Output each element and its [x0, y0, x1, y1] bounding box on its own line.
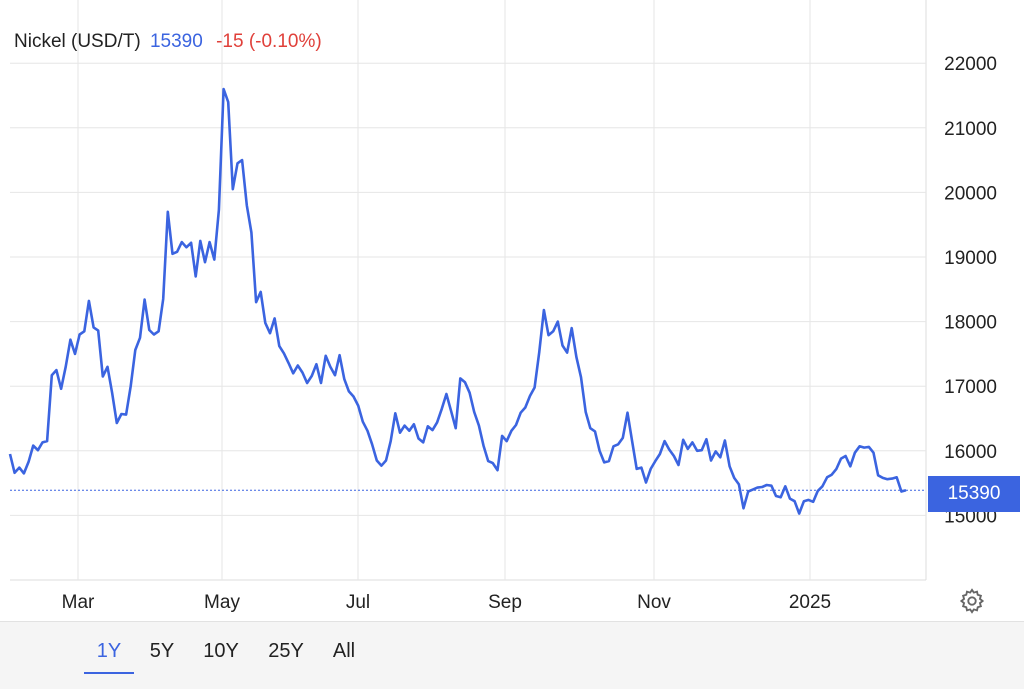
y-tick-label: 18000: [944, 313, 997, 334]
gear-icon[interactable]: [958, 587, 986, 615]
x-tick-label: Sep: [488, 592, 522, 613]
series-line-nickel: [8, 87, 907, 515]
range-button-all[interactable]: All: [332, 640, 356, 662]
range-button-1y[interactable]: 1Y: [84, 636, 134, 674]
legend-price: 15390: [149, 31, 203, 52]
range-button-10y[interactable]: 10Y: [203, 640, 239, 662]
y-tick-label: 19000: [944, 248, 997, 269]
y-tick-label: 22000: [944, 54, 997, 75]
range-selector: 1Y 5Y 10Y 25Y All: [0, 621, 1024, 689]
range-button-25y[interactable]: 25Y: [268, 640, 304, 662]
y-tick-label: 20000: [944, 183, 997, 204]
y-tick-label: 17000: [944, 377, 997, 398]
x-tick-label: Jul: [346, 592, 370, 613]
y-tick-label: 16000: [944, 442, 997, 463]
x-tick-label: Nov: [637, 592, 671, 613]
last-price-tag: 15390: [928, 476, 1020, 512]
x-axis: Mar May Jul Sep Nov 2025: [62, 592, 832, 613]
x-tick-label: 2025: [789, 592, 831, 613]
range-button-5y[interactable]: 5Y: [149, 640, 175, 662]
legend-name: Nickel (USD/T): [14, 31, 141, 52]
x-tick-label: May: [204, 592, 240, 613]
legend-change: -15 (-0.10%): [216, 31, 322, 52]
chart-legend: Nickel (USD/T) 15390 -15 (-0.10%): [14, 31, 322, 53]
x-tick-label: Mar: [62, 592, 95, 613]
price-chart[interactable]: 1500016000170001800019000200002100022000…: [0, 0, 1024, 621]
y-tick-label: 21000: [944, 119, 997, 140]
